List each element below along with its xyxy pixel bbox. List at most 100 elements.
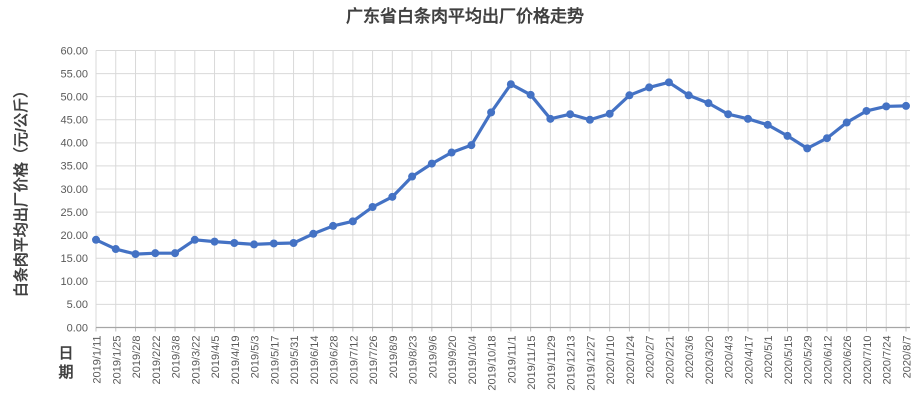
- x-tick-label: 2019/3/8: [171, 336, 183, 379]
- x-tick-label: 2020/3/6: [684, 336, 696, 379]
- x-tick-label: 2019/5/3: [250, 336, 262, 379]
- x-tick-label: 2019/5/31: [289, 336, 301, 385]
- y-tick-label: 40.00: [60, 138, 88, 150]
- x-tick-label: 2019/2/22: [151, 336, 163, 385]
- y-tick-label: 60.00: [60, 45, 88, 57]
- x-tick-label: 2019/6/14: [309, 336, 321, 385]
- x-tick-label: 2019/7/12: [348, 336, 360, 385]
- x-axis-tick-marks: [95, 327, 907, 332]
- data-point: [368, 203, 377, 212]
- data-point: [664, 78, 673, 87]
- x-tick-label: 2020/2/21: [664, 336, 676, 385]
- y-tick-label: 15.00: [60, 253, 88, 265]
- x-tick-label: 2020/4/3: [724, 336, 736, 379]
- x-tick-label: 2020/5/15: [783, 336, 795, 385]
- data-point: [763, 120, 772, 129]
- y-tick-label: 30.00: [60, 184, 88, 196]
- data-point: [724, 110, 733, 119]
- data-point: [882, 102, 891, 111]
- data-point: [467, 141, 476, 150]
- x-tick-label: 2019/6/28: [329, 336, 341, 385]
- x-tick-label: 2019/11/1: [506, 336, 518, 384]
- y-tick-label: 5.00: [67, 299, 88, 311]
- data-point: [546, 114, 555, 123]
- x-tick-label: 2019/9/6: [427, 336, 439, 379]
- x-tick-label: 2019/10/18: [487, 336, 499, 391]
- data-point: [111, 245, 120, 254]
- x-tick-label: 2020/1/10: [605, 336, 617, 385]
- x-tick-label: 2019/11/15: [526, 336, 538, 390]
- x-tick-label: 2019/11/29: [546, 336, 558, 390]
- data-point: [250, 240, 259, 249]
- data-point: [506, 80, 515, 89]
- x-tick-label: 2019/8/9: [388, 336, 400, 379]
- y-tick-label: 25.00: [60, 207, 88, 219]
- data-point: [684, 91, 693, 100]
- chart-title: 广东省白条肉平均出厂价格走势: [346, 6, 584, 26]
- x-axis-tick-labels: 2019/1/11 2019/1/25 2019/2/8 2019/2/22 2019/…: [92, 336, 914, 391]
- y-tick-label: 45.00: [60, 115, 88, 127]
- x-tick-label: 2019/12/27: [585, 336, 597, 391]
- data-point: [566, 110, 575, 119]
- data-point: [348, 217, 357, 226]
- price-line-series: [94, 80, 908, 256]
- y-tick-label: 50.00: [60, 91, 88, 103]
- x-tick-label: 2020/4/17: [743, 336, 755, 385]
- data-point: [447, 148, 456, 157]
- x-tick-label: 2019/1/25: [111, 336, 123, 385]
- x-tick-label: 2020/6/12: [822, 336, 834, 385]
- data-point: [289, 239, 298, 248]
- y-axis-title: 白条肉平均出厂价格（元/公斤）: [12, 83, 30, 297]
- x-tick-label: 2020/7/24: [882, 336, 894, 385]
- y-tick-label: 0.00: [67, 322, 88, 334]
- x-tick-label: 2019/9/20: [447, 336, 459, 385]
- x-tick-label: 2019/2/8: [131, 336, 143, 379]
- data-point: [388, 192, 397, 201]
- data-point: [230, 239, 239, 248]
- x-tick-label: 2019/12/13: [566, 336, 578, 391]
- horizontal-gridlines: [96, 50, 910, 305]
- x-tick-label: 2019/8/23: [408, 336, 420, 385]
- x-tick-label: 2019/3/22: [190, 336, 202, 385]
- data-point: [151, 249, 160, 258]
- y-axis-tick-labels: 0.00 5.00 10.00 15.00 20.00 25.00 30.00 35.00 40…: [60, 45, 88, 334]
- vertical-gridlines: [95, 50, 907, 328]
- data-point: [842, 118, 851, 127]
- data-point: [269, 239, 278, 248]
- data-point: [822, 134, 831, 143]
- x-tick-label: 2019/7/26: [368, 336, 380, 385]
- y-tick-label: 20.00: [60, 230, 88, 242]
- data-point: [210, 237, 219, 246]
- y-tick-label: 10.00: [60, 276, 88, 288]
- x-tick-label: 2020/3/20: [704, 336, 716, 385]
- data-point: [131, 250, 140, 259]
- data-point: [408, 172, 417, 181]
- data-point: [862, 106, 871, 115]
- data-point: [585, 115, 594, 124]
- x-tick-label: 2019/5/17: [269, 336, 281, 385]
- x-tick-label: 2020/5/1: [763, 336, 775, 379]
- data-point: [803, 144, 812, 153]
- data-point: [92, 235, 100, 244]
- x-tick-label: 2019/4/19: [230, 336, 242, 385]
- y-tick-label: 35.00: [60, 161, 88, 173]
- x-tick-label: 2020/1/24: [625, 336, 637, 385]
- data-point: [487, 108, 496, 117]
- data-point: [783, 131, 792, 140]
- x-tick-label: 2020/6/26: [842, 336, 854, 385]
- x-tick-label: 2020/8/7: [902, 336, 914, 379]
- x-tick-label: 2020/5/29: [803, 336, 815, 385]
- x-axis-title: 日期: [58, 345, 73, 381]
- x-tick-label: 2019/4/5: [210, 336, 222, 379]
- data-point: [645, 83, 654, 92]
- data-point: [427, 159, 436, 168]
- data-point: [743, 114, 752, 123]
- data-point: [309, 229, 318, 238]
- data-point: [902, 101, 910, 110]
- data-point: [171, 249, 180, 258]
- data-point: [605, 109, 614, 118]
- data-point-markers: [92, 78, 910, 259]
- x-tick-label: 2020/7/10: [862, 336, 874, 385]
- data-point: [526, 90, 535, 99]
